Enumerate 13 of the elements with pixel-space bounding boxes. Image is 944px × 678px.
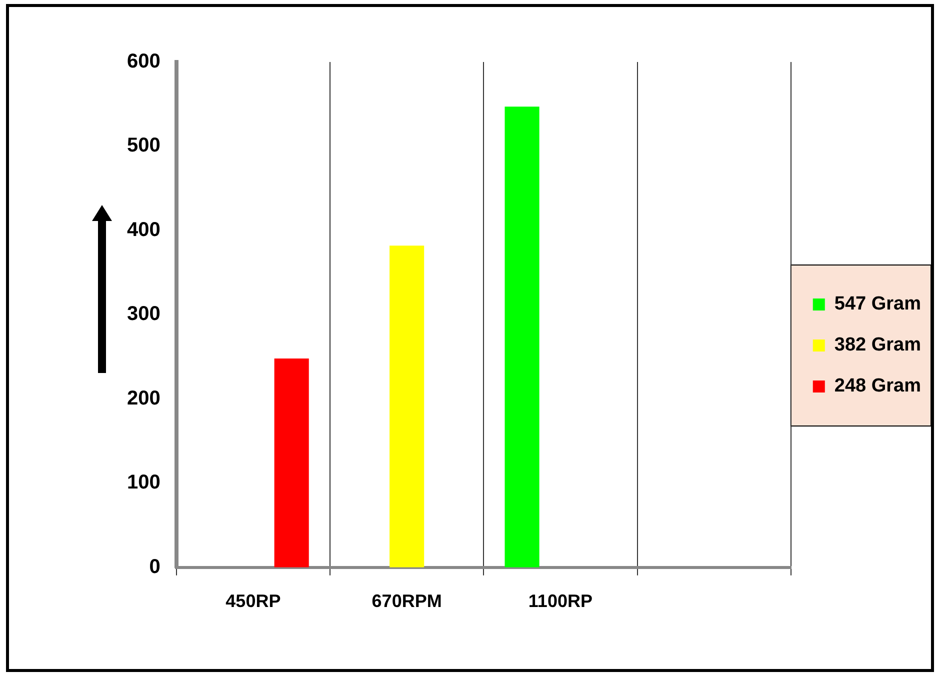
y-tick-label: 500 xyxy=(126,134,160,157)
y-tick-label: 0 xyxy=(149,556,160,578)
y-tick-label: 400 xyxy=(126,218,160,241)
x-tick-label: 1100RP xyxy=(528,591,592,612)
legend-label: 382 Gram xyxy=(834,334,922,356)
y-tick-label: 600 xyxy=(126,50,160,73)
y-tick-label: 300 xyxy=(126,303,160,326)
x-tick-label: 670RPM xyxy=(372,591,442,612)
x-tick-label: 450RP xyxy=(226,591,281,612)
y-tick-label: 100 xyxy=(126,472,160,494)
legend-label: 547 Gram xyxy=(834,294,922,315)
y-tick-label: 200 xyxy=(126,387,160,410)
legend-label: 248 Gram xyxy=(834,376,922,397)
